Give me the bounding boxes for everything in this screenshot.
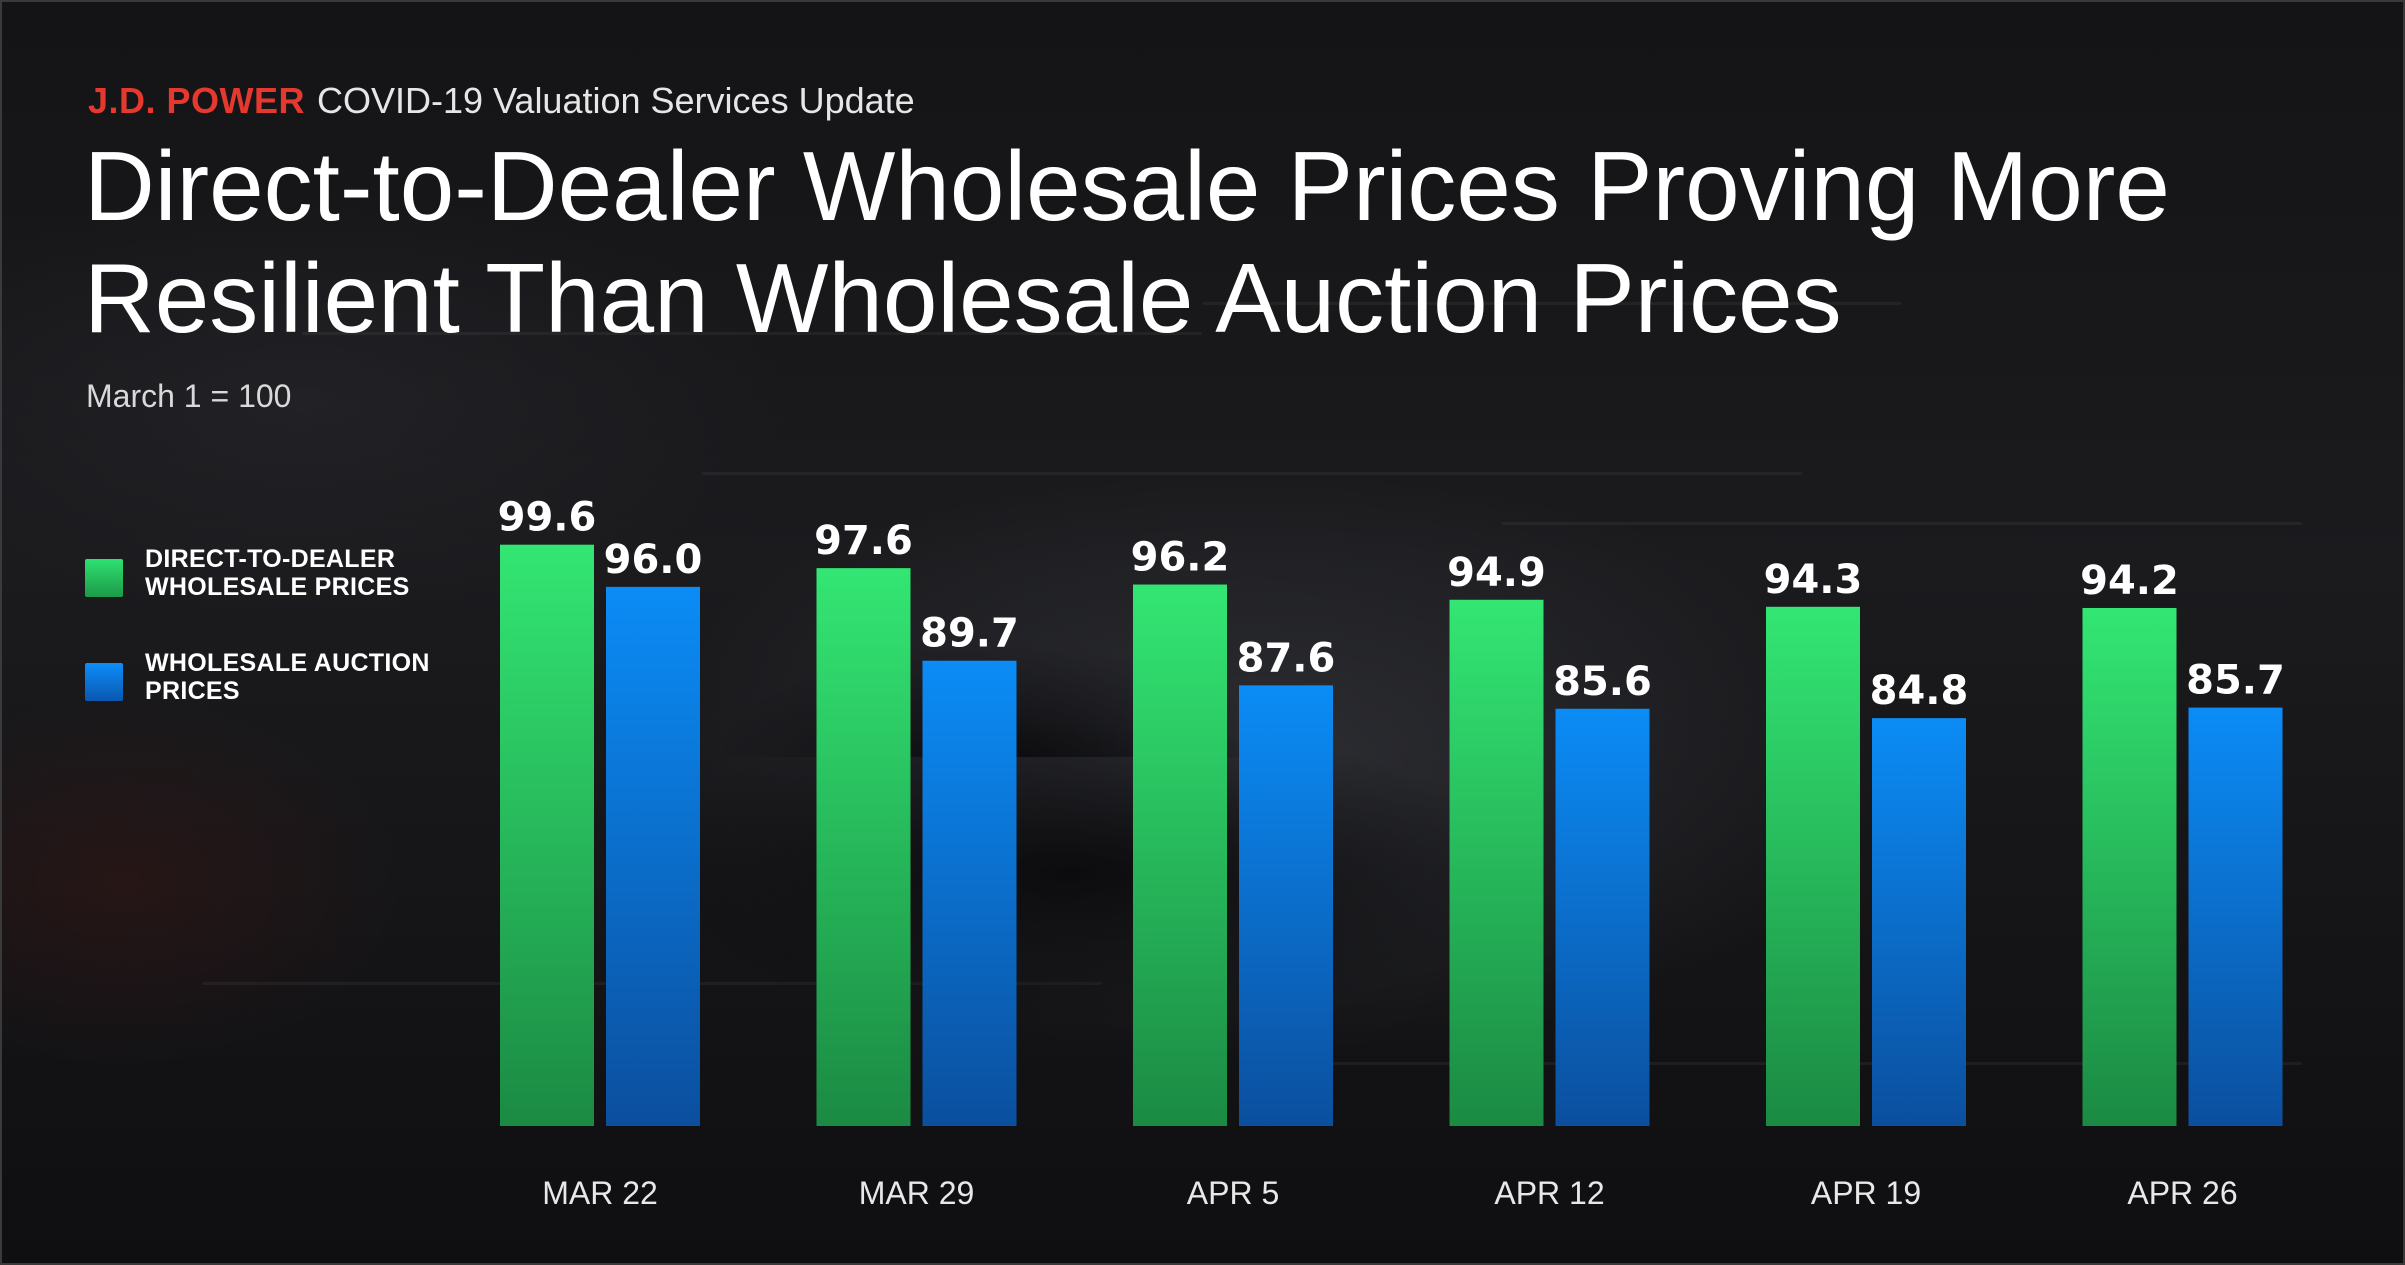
legend-item-auction: WHOLESALE AUCTION PRICES: [85, 649, 445, 709]
legend-label-direct-to-dealer: DIRECT-TO-DEALER WHOLESALE PRICES: [145, 545, 410, 601]
bar-auction-apr-5: [1239, 685, 1333, 1126]
update-label: COVID-19 Valuation Services Update: [317, 80, 915, 121]
bar-auction-apr-19: [1872, 718, 1966, 1126]
bar-auction-apr-12: [1555, 708, 1650, 1126]
legend-item-direct-to-dealer: DIRECT-TO-DEALER WHOLESALE PRICES: [85, 545, 445, 605]
bar-auction-mar-22: [606, 586, 700, 1126]
category-label-apr-19: APR 19: [1811, 1175, 1921, 1211]
bar-direct-to-dealer-mar-22: [500, 544, 594, 1126]
category-label-apr-26: APR 26: [2127, 1175, 2237, 1211]
data-label-auction-apr-19: 84.8: [1870, 668, 1969, 714]
data-label-direct-to-dealer-mar-29: 97.6: [814, 518, 913, 564]
bar-direct-to-dealer-apr-12: [1449, 599, 1544, 1126]
chart-subtitle: March 1 = 100: [86, 378, 292, 414]
data-label-direct-to-dealer-apr-26: 94.2: [2080, 558, 2179, 604]
category-label-mar-29: MAR 29: [859, 1175, 975, 1211]
legend-label-auction: WHOLESALE AUCTION PRICES: [145, 649, 430, 705]
data-label-direct-to-dealer-apr-12: 94.9: [1447, 550, 1546, 596]
bar-direct-to-dealer-apr-26: [2082, 607, 2177, 1126]
category-label-apr-5: APR 5: [1187, 1175, 1279, 1211]
category-label-apr-12: APR 12: [1494, 1175, 1604, 1211]
data-label-direct-to-dealer-apr-5: 96.2: [1131, 535, 1230, 581]
data-label-auction-apr-26: 85.7: [2186, 658, 2285, 704]
data-label-auction-apr-5: 87.6: [1237, 635, 1336, 681]
bar-direct-to-dealer-apr-19: [1766, 606, 1860, 1126]
category-label-mar-22: MAR 22: [542, 1175, 658, 1211]
legend-swatch-auction: [85, 663, 123, 701]
header: J.D. POWER COVID-19 Valuation Services Up…: [88, 80, 915, 122]
bar-direct-to-dealer-apr-5: [1133, 584, 1227, 1126]
bar-auction-mar-29: [922, 660, 1017, 1126]
data-label-direct-to-dealer-apr-19: 94.3: [1764, 557, 1863, 603]
data-label-auction-mar-22: 96.0: [604, 537, 703, 583]
bar-auction-apr-26: [2188, 707, 2283, 1126]
chart-title: Direct-to-Dealer Wholesale Prices Provin…: [84, 131, 2170, 353]
brand-logo: J.D. POWER: [88, 80, 306, 121]
data-label-auction-mar-29: 89.7: [920, 611, 1019, 657]
legend-swatch-direct-to-dealer: [85, 559, 123, 597]
data-label-auction-apr-12: 85.6: [1553, 659, 1652, 705]
data-label-direct-to-dealer-mar-22: 99.6: [498, 495, 597, 541]
bar-direct-to-dealer-mar-29: [816, 568, 911, 1126]
